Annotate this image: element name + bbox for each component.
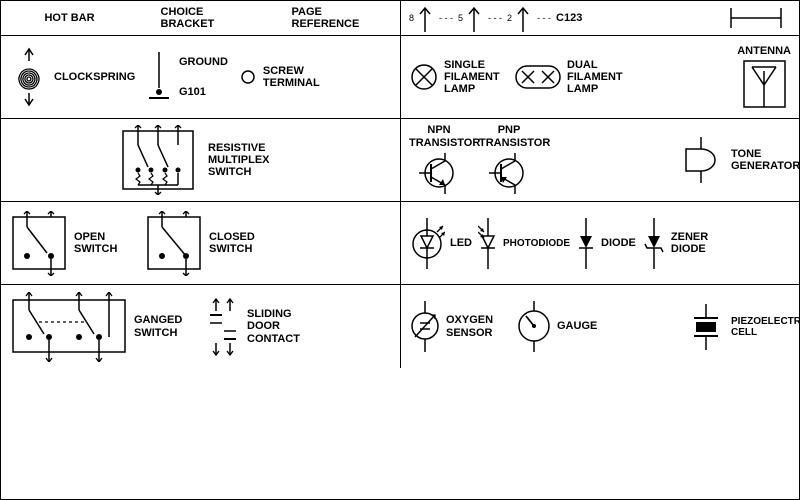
label-single-filament-lamp: SINGLE FILAMENT LAMP [444, 59, 504, 95]
piezoelectric-cell-icon [686, 302, 726, 352]
screw-terminal-icon [238, 67, 258, 87]
resistive-multiplex-switch-item: RESISTIVE MULTIPLEX SWITCH [113, 125, 288, 195]
splice-num-2: 2 [507, 13, 512, 23]
label-zener-diode: ZENER DIODE [671, 231, 731, 255]
label-pnp-transistor: PNP TRANSISTOR [479, 124, 539, 148]
label-screw-terminal: SCREW TERMINAL [263, 65, 323, 89]
diode-icon [576, 216, 596, 271]
screw-terminal-item: SCREW TERMINAL [238, 65, 323, 89]
ground-item: GROUND G101 [144, 50, 228, 105]
connector-icon [721, 4, 791, 32]
label-closed-switch: CLOSED SWITCH [209, 231, 269, 255]
open-switch-icon [9, 211, 69, 276]
tone-generator-item: TONE GENERATOR [676, 135, 791, 185]
label-npn-transistor: NPN TRANSISTOR [409, 124, 469, 148]
zener-diode-icon [642, 216, 666, 271]
splice-arrow-icon [514, 4, 532, 32]
label-page-reference: PAGE REFERENCE [292, 6, 372, 30]
label-open-switch: OPEN SWITCH [74, 231, 134, 255]
ganged-switch-icon [9, 292, 129, 362]
single-filament-lamp-icon [409, 62, 439, 92]
label-dual-filament-lamp: DUAL FILAMENT LAMP [567, 59, 627, 95]
row-2: RESISTIVE MULTIPLEX SWITCH NPN TRANSISTO… [1, 119, 799, 202]
photodiode-item: PHOTODIODE [478, 216, 570, 271]
label-led: LED [450, 237, 472, 249]
splice-num-1: 5 [458, 13, 463, 23]
resistive-multiplex-switch-icon [113, 125, 203, 195]
splice-arrow-icon [465, 4, 483, 32]
label-oxygen-sensor: OXYGEN SENSOR [446, 314, 506, 338]
antenna-icon [742, 59, 787, 109]
clockspring-item: CLOCKSPRING [9, 47, 134, 107]
label-hot-bar: HOT BAR [44, 12, 94, 24]
splice-arrow-icon [416, 4, 434, 32]
pnp-transistor-item: PNP TRANSISTOR [479, 124, 539, 195]
dual-filament-lamp-icon [514, 62, 562, 92]
splice-num-0: 8 [409, 13, 414, 23]
open-switch-item: OPEN SWITCH [9, 211, 134, 276]
label-sliding-door-contact: SLIDING DOOR CONTACT [247, 308, 307, 344]
row-3: OPEN SWITCH CLOSED SWITCH [1, 202, 799, 285]
antenna-item: ANTENNA [737, 45, 791, 109]
npn-transistor-item: NPN TRANSISTOR [409, 124, 469, 195]
row-header: HOT BAR CHOICE BRACKET PAGE REFERENCE 8 … [1, 1, 799, 36]
label-clockspring: CLOCKSPRING [54, 71, 134, 83]
oxygen-sensor-item: OXYGEN SENSOR [409, 299, 506, 354]
splice-group: 8 - - - 5 - - - 2 - - - C123 [409, 4, 582, 32]
label-photodiode: PHOTODIODE [503, 238, 570, 249]
ganged-switch-item: GANGED SWITCH [9, 292, 194, 362]
zener-diode-item: ZENER DIODE [642, 216, 731, 271]
label-piezoelectric-cell: PIEZOELECTRIC CELL [731, 316, 791, 338]
splice-code: C123 [556, 12, 582, 24]
label-choice-bracket: CHOICE BRACKET [161, 6, 241, 30]
sliding-door-contact-icon [204, 297, 242, 357]
row-1: CLOCKSPRING GROUND G101 SCREW TERMINAL [1, 36, 799, 119]
label-ground: GROUND [179, 56, 228, 68]
ground-icon [144, 50, 174, 105]
led-item: LED [409, 216, 472, 271]
photodiode-icon [478, 216, 498, 271]
clockspring-icon [9, 47, 49, 107]
label-ganged-switch: GANGED SWITCH [134, 314, 194, 338]
oxygen-sensor-icon [409, 299, 441, 354]
label-resistive-multiplex-switch: RESISTIVE MULTIPLEX SWITCH [208, 142, 288, 178]
header-choice-bracket: CHOICE BRACKET [140, 6, 261, 30]
label-gauge: GAUGE [557, 320, 597, 332]
diode-item: DIODE [576, 216, 636, 271]
pnp-transistor-icon [487, 151, 532, 196]
header-hot-bar: HOT BAR [9, 12, 130, 24]
ground-code: G101 [179, 86, 228, 98]
closed-switch-item: CLOSED SWITCH [144, 211, 269, 276]
row-4: GANGED SWITCH SLIDING DOOR CONTACT [1, 285, 799, 368]
led-icon [409, 216, 445, 271]
piezoelectric-cell-item: PIEZOELECTRIC CELL [686, 302, 791, 352]
single-filament-lamp-item: SINGLE FILAMENT LAMP [409, 59, 504, 95]
gauge-item: GAUGE [516, 299, 597, 354]
closed-switch-icon [144, 211, 204, 276]
label-tone-generator: TONE GENERATOR [731, 148, 791, 172]
gauge-icon [516, 299, 552, 354]
npn-transistor-icon [417, 151, 462, 196]
dual-filament-lamp-item: DUAL FILAMENT LAMP [514, 59, 627, 95]
label-antenna: ANTENNA [737, 45, 791, 57]
label-diode: DIODE [601, 237, 636, 249]
header-page-reference: PAGE REFERENCE [271, 6, 392, 30]
symbol-reference-chart: HOT BAR CHOICE BRACKET PAGE REFERENCE 8 … [0, 0, 800, 500]
tone-generator-icon [676, 135, 726, 185]
sliding-door-contact-item: SLIDING DOOR CONTACT [204, 297, 307, 357]
